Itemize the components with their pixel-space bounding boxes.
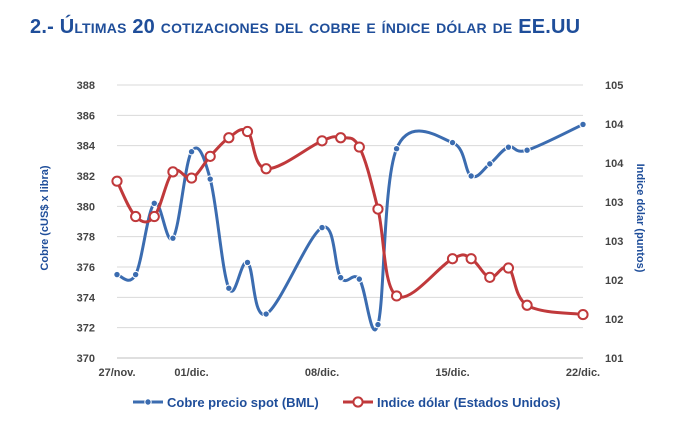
y-left-tick-label: 384: [77, 141, 96, 153]
x-tick-label: 27/nov.: [98, 367, 135, 379]
data-point: [241, 125, 254, 138]
data-point: [167, 166, 179, 178]
x-axis: 27/nov. 01/dic. 08/dic. 15/dic. 22/dic.: [98, 357, 600, 379]
data-point: [169, 234, 177, 242]
y-axis-right: 101 102 102 103 103 104 104 105: [605, 80, 624, 365]
data-point: [448, 138, 457, 147]
data-point: [150, 199, 158, 208]
data-point: [318, 223, 326, 232]
y-right-tick-label: 105: [605, 80, 623, 92]
data-point: [243, 258, 252, 267]
y-right-tick-label: 103: [605, 197, 623, 209]
legend: Cobre precio spot (BML) Indice dólar (Est…: [133, 395, 560, 410]
data-point: [391, 290, 403, 302]
x-tick-label: 08/dic.: [305, 367, 339, 379]
data-point: [523, 146, 531, 154]
data-point: [335, 132, 347, 144]
series-line: [116, 123, 584, 332]
y-axis-left: 370 372 374 376 378 380 382 384 386 388: [77, 80, 96, 365]
data-point: [260, 163, 272, 175]
data-point: [148, 210, 160, 223]
x-tick-label: 01/dic.: [174, 367, 208, 379]
data-point: [504, 143, 513, 151]
data-point: [372, 203, 384, 215]
x-tick-label: 22/dic.: [566, 367, 600, 379]
series-line: [115, 128, 584, 317]
data-point: [336, 273, 345, 282]
data-point: [113, 270, 121, 279]
data-point: [187, 148, 196, 156]
y-left-tick-label: 378: [77, 232, 95, 244]
y-left-tick-label: 388: [77, 80, 95, 92]
data-point: [206, 175, 214, 183]
data-point: [579, 120, 587, 129]
y-left-tick-label: 370: [77, 353, 95, 365]
y-left-tick-label: 382: [77, 171, 95, 183]
data-point: [521, 299, 533, 311]
series-indice-dolar: [111, 125, 589, 321]
y-right-tick-label: 102: [605, 314, 623, 326]
y-left-tick-label: 372: [77, 323, 95, 335]
series: [111, 120, 589, 332]
legend-marker-cobre: [144, 398, 152, 406]
y-right-tick-label: 104: [605, 158, 624, 170]
gridlines: [117, 84, 583, 359]
legend-marker-indice-dolar: [352, 396, 364, 408]
y-left-tick-label: 376: [77, 262, 95, 274]
data-point: [577, 308, 589, 321]
data-point: [223, 132, 235, 144]
y-left-tick-label: 386: [77, 110, 95, 122]
y-left-tick-label: 374: [77, 292, 96, 304]
data-point: [465, 253, 477, 265]
data-point: [185, 172, 198, 184]
y-right-tick-label: 101: [605, 353, 623, 365]
data-point: [484, 271, 496, 283]
data-point: [131, 270, 140, 279]
data-point: [262, 310, 270, 318]
data-point: [446, 253, 459, 265]
data-point: [316, 135, 328, 147]
data-point: [225, 284, 233, 292]
y-axis-left-title: Cobre (cUS$ x libra): [39, 165, 51, 270]
chart-title: 2.- Últimas 20 cotizaciones del cobre e …: [30, 16, 581, 38]
data-point: [355, 275, 364, 283]
y-axis-right-title: Indice dólar (puntos): [634, 164, 646, 273]
data-point: [353, 141, 365, 153]
y-right-tick-label: 102: [605, 275, 623, 287]
data-point: [130, 210, 142, 223]
data-point: [467, 172, 475, 180]
series-cobre: [113, 120, 587, 332]
legend-label-cobre: Cobre precio spot (BML): [167, 395, 319, 410]
y-right-tick-label: 103: [605, 236, 623, 248]
data-point: [204, 150, 216, 162]
legend-label-indice-dolar: Indice dólar (Estados Unidos): [377, 395, 560, 410]
data-point: [502, 262, 515, 274]
data-point: [486, 160, 494, 168]
y-right-tick-label: 104: [605, 119, 624, 131]
y-left-tick-label: 380: [77, 201, 95, 213]
x-tick-label: 15/dic.: [435, 367, 469, 379]
data-point: [374, 320, 382, 329]
data-point: [111, 175, 123, 187]
data-point: [392, 145, 401, 153]
